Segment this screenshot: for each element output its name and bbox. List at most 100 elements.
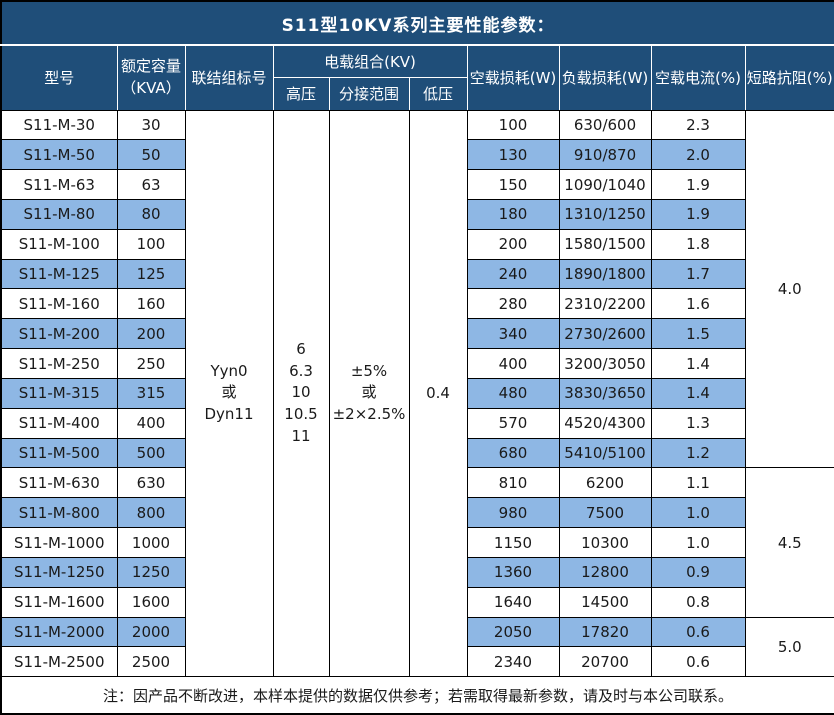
- cell-capacity: 30: [116, 109, 186, 141]
- cell-load-loss: 2730/2600: [558, 318, 652, 350]
- table-row: S11-M-1250 1250 1360 12800 0.9: [0, 556, 834, 588]
- cell-current: 1.6: [650, 288, 746, 320]
- cell-capacity: 160: [116, 288, 186, 320]
- cell-current: 1.4: [650, 348, 746, 379]
- cell-no-load-loss: 1150: [466, 527, 560, 558]
- cell-current: 1.9: [650, 198, 746, 230]
- cell-capacity: 1250: [116, 556, 186, 588]
- cell-model: S11-M-160: [0, 288, 118, 320]
- cell-load-loss: 7500: [558, 497, 652, 529]
- header-row-1: 型号 额定容量 （KVA） 联结组标号 电载组合(KV) 空载损耗(W) 负载损…: [0, 44, 834, 111]
- cell-impedance-group: 5.0: [744, 616, 834, 678]
- cell-no-load-loss: 980: [466, 497, 560, 529]
- cell-lv-merged: 0.4: [408, 109, 468, 678]
- cell-current: 0.6: [650, 616, 746, 648]
- table-row: S11-M-500 500 680 5410/5100 1.2: [0, 437, 834, 469]
- header-row-2: 高压 分接范围 低压: [1, 76, 834, 111]
- cell-capacity: 2500: [116, 646, 186, 678]
- cell-capacity: 315: [116, 377, 186, 409]
- header-impedance: 短路抗阻(%): [744, 44, 834, 111]
- table-row: S11-M-1600 1600 1640 14500 0.8: [0, 586, 834, 618]
- cell-no-load-loss: 480: [466, 377, 560, 409]
- cell-current: 1.1: [650, 467, 746, 499]
- cell-load-loss: 17820: [558, 616, 652, 648]
- cell-load-loss: 20700: [558, 646, 652, 678]
- cell-model: S11-M-2500: [0, 646, 118, 678]
- cell-current: 1.0: [650, 497, 746, 529]
- cell-capacity: 1600: [116, 586, 186, 618]
- cell-no-load-loss: 100: [466, 109, 560, 141]
- cell-current: 1.3: [650, 407, 746, 439]
- cell-no-load-loss: 280: [466, 288, 560, 320]
- cell-no-load-loss: 400: [466, 348, 560, 379]
- cell-tap-range-merged: ±5% 或 ±2×2.5%: [328, 109, 410, 678]
- cell-no-load-loss: 180: [466, 198, 560, 230]
- title-row: S11型10KV系列主要性能参数：: [0, 0, 834, 46]
- cell-load-loss: 1890/1800: [558, 258, 652, 290]
- cell-load-loss: 3200/3050: [558, 348, 652, 379]
- cell-model: S11-M-1600: [0, 586, 118, 618]
- cell-model: S11-M-800: [0, 497, 118, 529]
- cell-no-load-loss: 2340: [466, 646, 560, 678]
- cell-model: S11-M-63: [0, 169, 118, 200]
- table-row: S11-M-30 30 Yyn0 或 Dyn11 6 6.3 10 10.5 1…: [0, 109, 834, 678]
- cell-current: 1.2: [650, 437, 746, 469]
- cell-model: S11-M-2000: [0, 616, 118, 648]
- cell-no-load-loss: 2050: [466, 616, 560, 648]
- cell-capacity: 1000: [116, 527, 186, 558]
- table-note: 注：因产品不断改进，本样本提供的数据仅供参考；若需取得最新参数，请及时与本公司联…: [0, 676, 834, 715]
- cell-capacity: 500: [116, 437, 186, 469]
- cell-no-load-loss: 240: [466, 258, 560, 290]
- cell-current: 1.8: [650, 228, 746, 260]
- table-row: S11-M-160 160 280 2310/2200 1.6: [0, 288, 834, 320]
- header-hv: 高压: [272, 76, 330, 111]
- header-no-load-loss: 空载损耗(W): [466, 44, 560, 111]
- cell-no-load-loss: 200: [466, 228, 560, 260]
- table-row: S11-M-2500 2500 2340 20700 0.6: [0, 646, 834, 678]
- cell-model: S11-M-1000: [0, 527, 118, 558]
- cell-capacity: 80: [116, 198, 186, 230]
- note-row: 注：因产品不断改进，本样本提供的数据仅供参考；若需取得最新参数，请及时与本公司联…: [0, 676, 834, 715]
- cell-model: S11-M-50: [0, 139, 118, 171]
- cell-load-loss: 12800: [558, 556, 652, 588]
- table-row: S11-M-800 800 980 7500 1.0: [0, 497, 834, 529]
- table-row: S11-M-315 315 480 3830/3650 1.4: [0, 377, 834, 409]
- cell-capacity: 100: [116, 228, 186, 260]
- cell-capacity: 50: [116, 139, 186, 171]
- cell-no-load-loss: 1640: [466, 586, 560, 618]
- cell-model: S11-M-80: [0, 198, 118, 230]
- cell-hv-merged: 6 6.3 10 10.5 11: [272, 109, 330, 678]
- cell-load-loss: 1580/1500: [558, 228, 652, 260]
- cell-model: S11-M-630: [0, 467, 118, 499]
- table-row: S11-M-63 63 150 1090/1040 1.9: [0, 169, 834, 200]
- cell-connection-merged: Yyn0 或 Dyn11: [184, 109, 274, 678]
- cell-model: S11-M-250: [0, 348, 118, 379]
- cell-no-load-loss: 680: [466, 437, 560, 469]
- cell-model: S11-M-30: [0, 109, 118, 141]
- table-row: S11-M-200 200 340 2730/2600 1.5: [0, 318, 834, 350]
- cell-model: S11-M-100: [0, 228, 118, 260]
- cell-load-loss: 1310/1250: [558, 198, 652, 230]
- cell-current: 1.5: [650, 318, 746, 350]
- cell-no-load-loss: 150: [466, 169, 560, 200]
- header-capacity: 额定容量 （KVA）: [116, 44, 186, 111]
- cell-model: S11-M-400: [0, 407, 118, 439]
- cell-current: 1.9: [650, 169, 746, 200]
- cell-current: 0.6: [650, 646, 746, 678]
- page-title: S11型10KV系列主要性能参数：: [0, 0, 834, 46]
- cell-current: 1.4: [650, 377, 746, 409]
- cell-current: 1.7: [650, 258, 746, 290]
- cell-no-load-loss: 810: [466, 467, 560, 499]
- header-voltage-group: 电载组合(KV): [272, 44, 468, 78]
- cell-capacity: 125: [116, 258, 186, 290]
- cell-load-loss: 4520/4300: [558, 407, 652, 439]
- cell-load-loss: 1090/1040: [558, 169, 652, 200]
- cell-load-loss: 14500: [558, 586, 652, 618]
- table-row: S11-M-50 50 130 910/870 2.0: [0, 139, 834, 171]
- table-row: S11-M-2000 2000 2050 17820 0.6 5.0: [0, 616, 834, 678]
- cell-model: S11-M-500: [0, 437, 118, 469]
- cell-load-loss: 10300: [558, 527, 652, 558]
- cell-load-loss: 2310/2200: [558, 288, 652, 320]
- cell-capacity: 200: [116, 318, 186, 350]
- cell-model: S11-M-1250: [0, 556, 118, 588]
